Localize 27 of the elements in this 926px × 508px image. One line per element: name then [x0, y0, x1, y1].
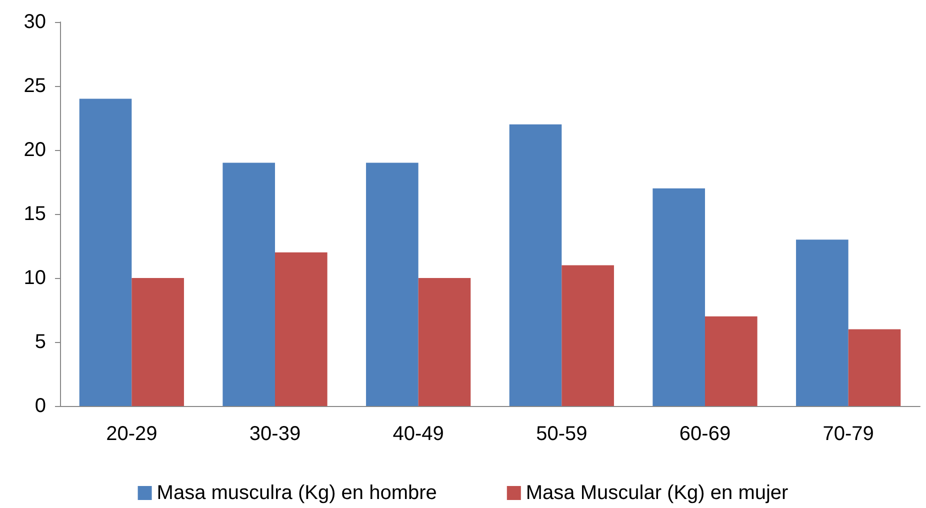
y-tick-label: 25: [24, 75, 46, 97]
bar: [132, 278, 184, 406]
y-tick-label: 30: [24, 11, 46, 33]
y-tick-label: 10: [24, 267, 46, 289]
bar: [79, 98, 132, 406]
bar: [366, 162, 418, 406]
bar: [848, 329, 901, 406]
x-tick-label: 20-29: [106, 423, 158, 445]
bar: [652, 188, 705, 406]
x-tick-label: 40-49: [392, 423, 444, 445]
legend-label: Masa Muscular (Kg) en mujer: [526, 482, 789, 504]
bar: [418, 278, 471, 406]
y-tick-label: 0: [34, 395, 46, 417]
x-tick-label: 70-79: [822, 423, 874, 445]
bar: [562, 265, 614, 406]
legend-label: Masa musculra (Kg) en hombre: [156, 482, 437, 504]
x-tick-label: 50-59: [536, 423, 588, 445]
y-tick-label: 20: [24, 139, 46, 161]
y-tick-label: 15: [24, 203, 46, 225]
x-tick-label: 30-39: [249, 423, 301, 445]
x-tick-label: 60-69: [679, 423, 731, 445]
bar: [222, 162, 275, 406]
bar: [275, 252, 328, 406]
y-tick-label: 5: [34, 331, 46, 353]
bar: [796, 240, 848, 406]
bar: [705, 316, 758, 406]
bar: [509, 124, 562, 406]
